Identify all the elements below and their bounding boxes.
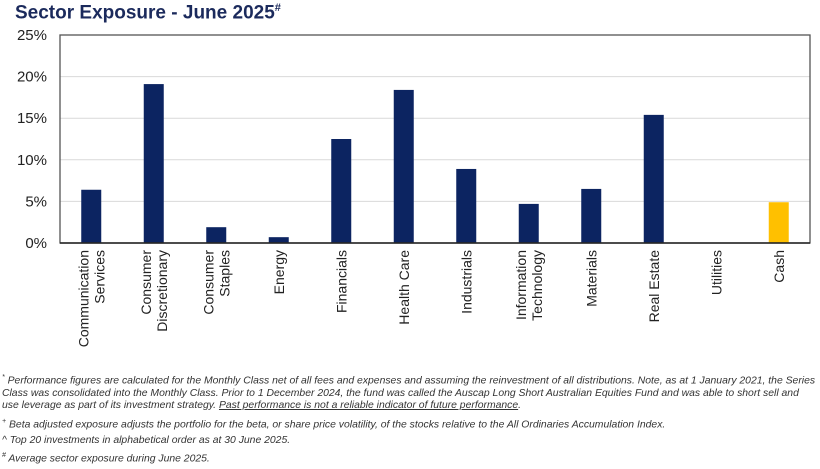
y-tick-label: 25%: [17, 27, 47, 44]
x-tick-label: Materials: [583, 250, 599, 307]
title-marker: #: [274, 2, 281, 14]
footnote-beta: + Beta adjusted exposure adjusts the por…: [2, 416, 817, 432]
x-tick-label: Industrials: [458, 250, 474, 314]
footnote-top20: ^ Top 20 investments in alphabetical ord…: [2, 435, 817, 448]
x-tick-label: ConsumerStaples: [200, 250, 232, 315]
x-tick-label: Energy: [271, 250, 287, 294]
footnote-performance: * Performance figures are calculated for…: [2, 372, 817, 413]
footnote-text: Beta adjusted exposure adjusts the portf…: [6, 419, 666, 431]
y-tick-label: 15%: [17, 110, 47, 127]
footnote-text: ^ Top 20 investments in alphabetical ord…: [2, 434, 291, 446]
x-tick-label: Financials: [333, 250, 349, 313]
footnote-marker: +: [2, 417, 7, 425]
footnote-end: .: [518, 400, 522, 412]
chart-title: Sector Exposure - June 2025#: [15, 2, 281, 24]
x-tick-label: CommunicationServices: [75, 250, 107, 347]
x-tick-label: ConsumerDiscretionary: [138, 250, 170, 332]
footnotes: * Performance figures are calculated for…: [2, 372, 817, 469]
bar-financials: [331, 139, 352, 243]
x-tick-label: InformationTechnology: [513, 250, 545, 321]
bar-energy: [268, 237, 289, 243]
x-tick-label: Utilities: [708, 250, 724, 295]
y-tick-label: 20%: [17, 69, 47, 86]
x-tick-label: Health Care: [396, 250, 412, 325]
footnote-marker: *: [2, 374, 5, 381]
y-tick-label: 0%: [25, 235, 47, 252]
bar-industrials: [456, 168, 477, 243]
footnote-marker: #: [2, 452, 6, 460]
bar-chart: 0% 5% 10% 15% 20% 25% CommunicationServices Con…: [17, 27, 811, 347]
bar-communication-services: [81, 189, 102, 243]
footnote-average: # Average sector exposure during June 20…: [2, 450, 817, 466]
bar-information-technology: [518, 203, 539, 243]
footnote-text: Performance figures are calculated for t…: [2, 375, 816, 412]
bar-materials: [581, 188, 602, 243]
bar-health-care: [393, 89, 414, 243]
x-tick-label: Real Estate: [646, 250, 662, 323]
footnote-underlined: Past performance is not a reliable indic…: [218, 400, 519, 412]
plot-border: [59, 34, 811, 244]
bar-cash: [768, 202, 789, 243]
footnote-text: Average sector exposure during June 2025…: [5, 453, 210, 465]
chart-title-text: Sector Exposure - June 2025: [15, 2, 275, 24]
bar-real-estate: [643, 114, 664, 243]
bar-consumer-staples: [206, 227, 227, 243]
y-tick-label: 5%: [25, 193, 47, 210]
x-tick-label: Cash: [771, 250, 787, 283]
y-tick-label: 10%: [17, 152, 47, 169]
bar-consumer-discretionary: [143, 84, 164, 243]
